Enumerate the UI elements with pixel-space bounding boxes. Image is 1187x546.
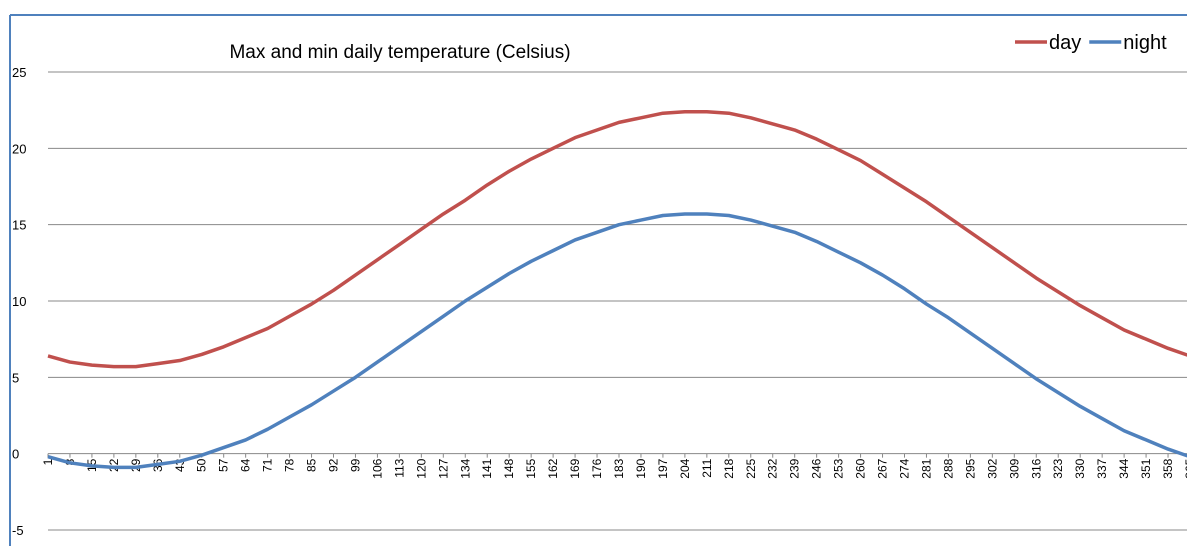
x-tick-label: 239 bbox=[788, 458, 802, 478]
x-tick-label: 155 bbox=[524, 458, 538, 478]
line-series bbox=[47, 109, 1187, 369]
x-tick-label: 218 bbox=[722, 458, 736, 478]
x-tick-label: 113 bbox=[392, 458, 406, 477]
x-tick-label: 106 bbox=[370, 458, 384, 478]
y-tick-label: 5 bbox=[12, 370, 19, 385]
x-tick-label: 288 bbox=[941, 458, 955, 478]
x-tick-label: 71 bbox=[261, 458, 275, 472]
x-tick-label: 64 bbox=[239, 458, 253, 472]
chart-title: Max and min daily temperature (Celsius) bbox=[229, 42, 570, 63]
x-tick-label: 148 bbox=[502, 458, 516, 478]
legend-label: day bbox=[1049, 32, 1081, 54]
x-tick-label: 99 bbox=[348, 458, 362, 472]
x-tick-label: 211 bbox=[700, 458, 714, 477]
x-tick-label: 274 bbox=[898, 458, 912, 478]
x-tick-label: 358 bbox=[1161, 458, 1175, 478]
x-tick-label: 351 bbox=[1139, 458, 1153, 478]
x-tick-label: 295 bbox=[963, 458, 977, 478]
x-tick-label: 365 bbox=[1183, 458, 1187, 478]
x-tick-label: 127 bbox=[436, 458, 450, 478]
x-tick-label: 22 bbox=[107, 458, 121, 472]
x-tick-label: 267 bbox=[876, 458, 890, 478]
legend-label: night bbox=[1123, 32, 1167, 54]
x-tick-label: 78 bbox=[283, 458, 297, 472]
y-tick-label: 15 bbox=[12, 218, 26, 233]
y-tick-label: 25 bbox=[12, 65, 26, 80]
x-tick-label: 176 bbox=[590, 458, 604, 478]
x-tick-label: 246 bbox=[810, 458, 824, 478]
x-tick-label: 50 bbox=[195, 458, 209, 472]
x-tick-label: 141 bbox=[480, 458, 494, 478]
x-tick-label: 281 bbox=[919, 458, 933, 478]
x-tick-label: 330 bbox=[1073, 458, 1087, 478]
x-tick-label: 225 bbox=[744, 458, 758, 478]
line-series bbox=[47, 212, 1187, 470]
x-tick-label: 253 bbox=[832, 458, 846, 478]
x-tick-label: 120 bbox=[414, 458, 428, 478]
x-tick-label: 134 bbox=[458, 458, 472, 478]
x-tick-label: 260 bbox=[854, 458, 868, 478]
x-tick-label: 57 bbox=[217, 458, 231, 472]
x-tick-label: 344 bbox=[1117, 458, 1131, 478]
y-tick-label: 20 bbox=[12, 141, 26, 156]
x-tick-label: 92 bbox=[327, 458, 341, 472]
x-tick-label: 197 bbox=[656, 458, 670, 478]
x-tick-label: 1 bbox=[41, 458, 55, 465]
x-tick-label: 190 bbox=[634, 458, 648, 478]
x-tick-label: 337 bbox=[1095, 458, 1109, 478]
y-tick-label: -5 bbox=[12, 523, 24, 538]
x-tick-label: 85 bbox=[305, 458, 319, 472]
x-tick-label: 309 bbox=[1007, 458, 1021, 478]
x-tick-label: 232 bbox=[766, 458, 780, 478]
x-tick-label: 302 bbox=[985, 458, 999, 478]
x-tick-label: 183 bbox=[612, 458, 626, 478]
y-tick-label: 0 bbox=[12, 447, 19, 462]
x-tick-label: 169 bbox=[568, 458, 582, 478]
x-tick-label: 204 bbox=[678, 458, 692, 478]
x-tick-label: 316 bbox=[1029, 458, 1043, 478]
y-tick-label: 10 bbox=[12, 294, 26, 309]
x-tick-label: 162 bbox=[546, 458, 560, 478]
x-tick-label: 323 bbox=[1051, 458, 1065, 478]
